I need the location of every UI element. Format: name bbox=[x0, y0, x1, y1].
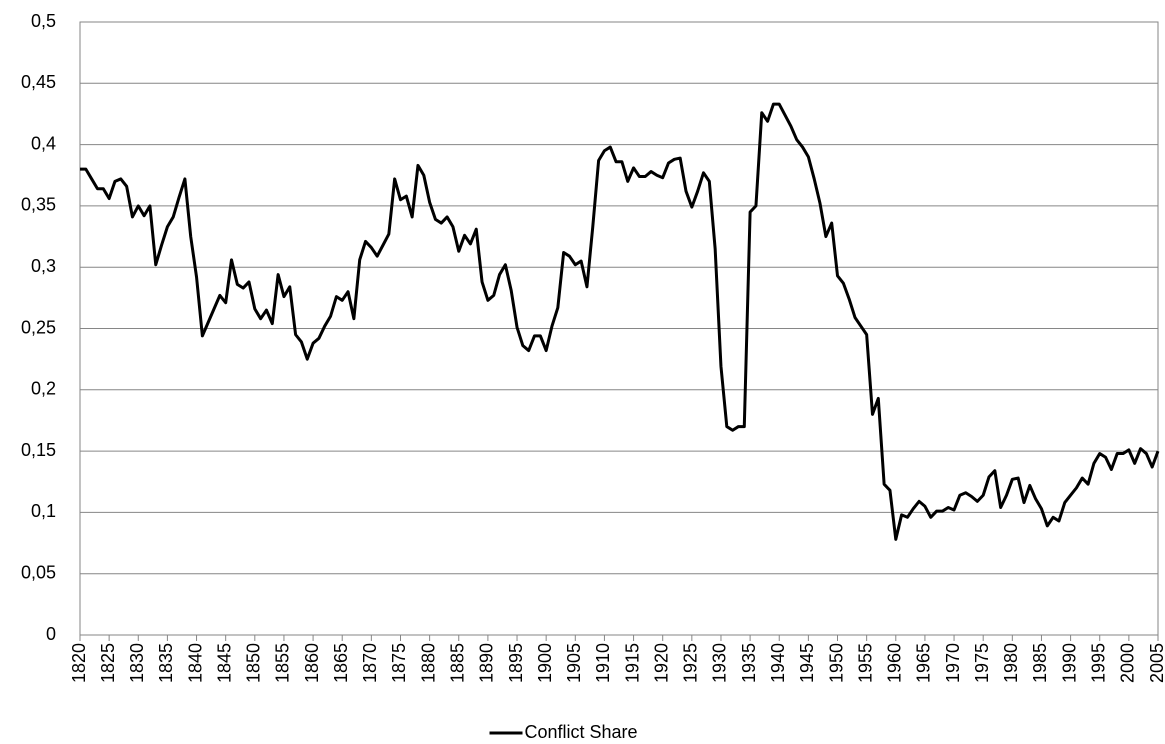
y-tick-label: 0,05 bbox=[21, 562, 56, 582]
y-tick-label: 0,1 bbox=[31, 501, 56, 521]
x-tick-label: 1905 bbox=[564, 643, 584, 683]
x-tick-label: 1960 bbox=[885, 643, 905, 683]
y-tick-label: 0,5 bbox=[31, 11, 56, 31]
x-tick-label: 1845 bbox=[214, 643, 234, 683]
x-tick-label: 1880 bbox=[418, 643, 438, 683]
x-tick-label: 1940 bbox=[768, 643, 788, 683]
x-tick-label: 1870 bbox=[360, 643, 380, 683]
x-tick-label: 1990 bbox=[1059, 643, 1079, 683]
legend-label: Conflict Share bbox=[525, 722, 638, 742]
x-tick-label: 1955 bbox=[855, 643, 875, 683]
x-tick-label: 1920 bbox=[651, 643, 671, 683]
x-tick-label: 1995 bbox=[1088, 643, 1108, 683]
x-tick-label: 1935 bbox=[739, 643, 759, 683]
y-tick-label: 0,35 bbox=[21, 195, 56, 215]
x-tick-label: 1945 bbox=[797, 643, 817, 683]
x-tick-label: 1890 bbox=[477, 643, 497, 683]
x-tick-label: 1975 bbox=[972, 643, 992, 683]
x-tick-label: 1840 bbox=[185, 643, 205, 683]
x-tick-label: 1915 bbox=[622, 643, 642, 683]
x-tick-label: 1965 bbox=[914, 643, 934, 683]
x-tick-label: 1875 bbox=[389, 643, 409, 683]
x-tick-label: 1860 bbox=[302, 643, 322, 683]
y-tick-label: 0,25 bbox=[21, 317, 56, 337]
x-tick-label: 1885 bbox=[448, 643, 468, 683]
y-tick-label: 0,3 bbox=[31, 256, 56, 276]
x-tick-label: 2005 bbox=[1147, 643, 1165, 683]
x-tick-label: 1980 bbox=[1001, 643, 1021, 683]
y-tick-label: 0,45 bbox=[21, 72, 56, 92]
x-tick-label: 1835 bbox=[156, 643, 176, 683]
x-tick-label: 1820 bbox=[69, 643, 89, 683]
x-tick-label: 1930 bbox=[710, 643, 730, 683]
y-tick-label: 0,4 bbox=[31, 133, 56, 153]
x-tick-label: 1925 bbox=[681, 643, 701, 683]
x-tick-label: 1900 bbox=[535, 643, 555, 683]
x-tick-label: 1895 bbox=[506, 643, 526, 683]
x-tick-label: 2000 bbox=[1118, 643, 1138, 683]
y-tick-label: 0,15 bbox=[21, 440, 56, 460]
x-tick-label: 1850 bbox=[244, 643, 264, 683]
x-tick-label: 1985 bbox=[1030, 643, 1050, 683]
y-tick-label: 0 bbox=[46, 624, 56, 644]
x-tick-label: 1825 bbox=[98, 643, 118, 683]
x-tick-label: 1970 bbox=[943, 643, 963, 683]
x-tick-label: 1910 bbox=[593, 643, 613, 683]
x-tick-label: 1865 bbox=[331, 643, 351, 683]
x-tick-label: 1855 bbox=[273, 643, 293, 683]
x-tick-label: 1950 bbox=[826, 643, 846, 683]
x-tick-label: 1830 bbox=[127, 643, 147, 683]
data-line bbox=[80, 102, 1160, 541]
y-tick-label: 0,2 bbox=[31, 379, 56, 399]
